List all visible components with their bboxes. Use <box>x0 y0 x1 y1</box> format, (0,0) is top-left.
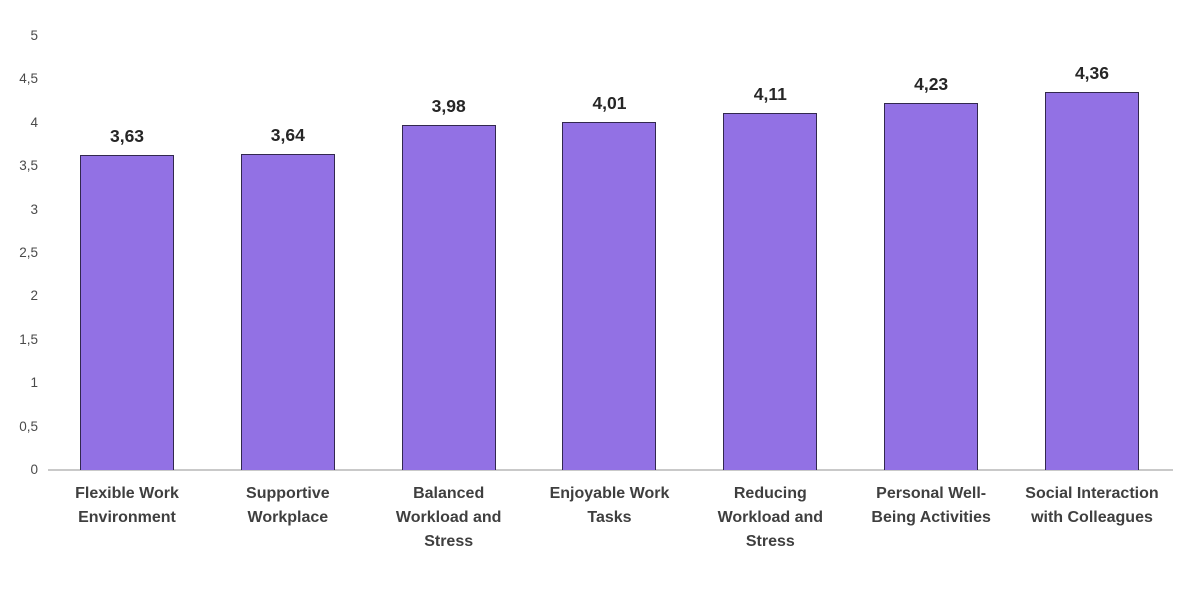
bar[interactable] <box>884 102 979 470</box>
y-axis-tick-label: 4,5 <box>19 71 38 87</box>
bar-value-label: 4,23 <box>914 73 949 94</box>
y-axis-tick-label: 3 <box>30 201 38 217</box>
category-label: Social Interaction with Colleagues <box>1025 485 1159 526</box>
category-label: Reducing Workload and Stress <box>717 485 824 550</box>
y-axis-tick-label: 4 <box>30 114 38 130</box>
bar-value-label: 3,64 <box>270 125 305 146</box>
bar-value-label: 4,36 <box>1074 62 1109 83</box>
y-axis-tick-label: 2,5 <box>19 245 38 260</box>
bar[interactable] <box>80 154 174 470</box>
y-axis-tick-label: 1,5 <box>19 331 38 347</box>
bar-value-label: 3,63 <box>109 125 145 146</box>
category-label: Enjoyable Work Tasks <box>549 485 670 526</box>
bar[interactable] <box>723 113 818 470</box>
bar-value-label: 3,98 <box>431 95 466 116</box>
y-axis-tick-label: 5 <box>30 28 38 43</box>
category-label: Flexible Work Environment <box>75 485 179 526</box>
y-axis-tick-label: 3,5 <box>19 158 38 174</box>
bar[interactable] <box>562 121 657 470</box>
y-axis-tick-label: 2 <box>30 288 38 304</box>
category-label: Balanced Workload and Stress <box>395 485 502 550</box>
y-axis-tick-label: 0 <box>30 462 38 477</box>
bar[interactable] <box>401 124 496 470</box>
category-label: Supportive Workplace <box>246 485 330 526</box>
bar-value-label: 4,11 <box>753 84 787 105</box>
bar[interactable] <box>240 154 335 470</box>
y-axis-tick-label: 0,5 <box>19 418 38 434</box>
bar-value-label: 4,01 <box>592 92 627 113</box>
x-axis-line <box>48 469 1173 471</box>
y-axis-tick-label: 1 <box>30 375 38 391</box>
bar[interactable] <box>1044 91 1139 470</box>
category-label: Personal Well-Being Activities <box>871 485 991 526</box>
